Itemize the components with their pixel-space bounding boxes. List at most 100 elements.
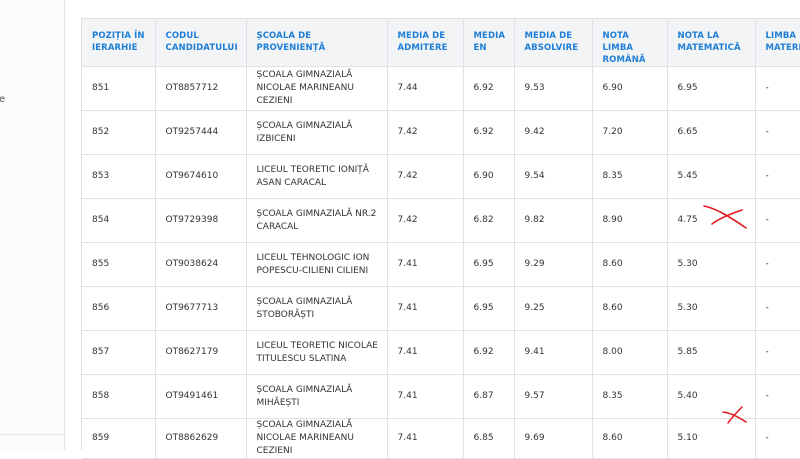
cell-school: LICEUL TEHNOLOGIC ION POPESCU-CILIENI CI… <box>246 242 388 287</box>
cell-admission-average: 7.41 <box>387 242 464 287</box>
sidebar-text-fragment: e <box>0 94 6 105</box>
cell-candidate-code: OT8857712 <box>155 66 247 111</box>
cell-school: ȘCOALA GIMNAZIALĂ MIHĂEȘTI <box>246 374 388 419</box>
cell-mother-tongue: - <box>755 330 800 375</box>
cell-graduation-average: 9.29 <box>514 242 593 287</box>
cell-position: 855 <box>82 242 156 287</box>
header-romanian-grade[interactable]: Nota limba română <box>592 18 668 67</box>
sidebar-divider <box>0 434 64 435</box>
cell-math-grade: 6.65 <box>667 110 756 155</box>
cell-candidate-code: OT9038624 <box>155 242 247 287</box>
cell-romanian-grade: 8.00 <box>592 330 668 375</box>
cell-romanian-grade: 6.90 <box>592 66 668 111</box>
cell-graduation-average: 9.82 <box>514 198 593 243</box>
header-mother-tongue[interactable]: Limba materna <box>755 18 800 67</box>
table-row: 859 OT8862629 ȘCOALA GIMNAZIALĂ NICOLAE … <box>82 418 800 459</box>
cell-en-average: 6.95 <box>463 286 515 331</box>
cell-graduation-average: 9.57 <box>514 374 593 419</box>
cell-position: 854 <box>82 198 156 243</box>
cell-mother-tongue: - <box>755 154 800 199</box>
cell-admission-average: 7.42 <box>387 110 464 155</box>
table-row: 857 OT8627179 LICEUL TEORETIC NICOLAE TI… <box>82 330 800 375</box>
results-table-container: Poziția în ierarhie Codul candidatului Ș… <box>81 18 800 459</box>
cell-candidate-code: OT9674610 <box>155 154 247 199</box>
cell-math-grade: 5.85 <box>667 330 756 375</box>
header-school[interactable]: Școala de proveniență <box>246 18 388 67</box>
cell-mother-tongue: - <box>755 418 800 459</box>
cell-candidate-code: OT9677713 <box>155 286 247 331</box>
cell-en-average: 6.90 <box>463 154 515 199</box>
cell-school: ȘCOALA GIMNAZIALĂ STOBORĂȘTI <box>246 286 388 331</box>
cell-math-grade: 5.30 <box>667 242 756 287</box>
cell-position: 856 <box>82 286 156 331</box>
cell-romanian-grade: 8.60 <box>592 418 668 459</box>
cell-position: 852 <box>82 110 156 155</box>
cell-candidate-code: OT9491461 <box>155 374 247 419</box>
cell-admission-average: 7.41 <box>387 286 464 331</box>
cell-admission-average: 7.41 <box>387 330 464 375</box>
cell-school: ȘCOALA GIMNAZIALĂ IZBICENI <box>246 110 388 155</box>
cell-position: 853 <box>82 154 156 199</box>
cell-school: ȘCOALA GIMNAZIALĂ NICOLAE MARINEANU CEZI… <box>246 66 388 111</box>
header-candidate-code[interactable]: Codul candidatului <box>155 18 247 67</box>
cell-mother-tongue: - <box>755 374 800 419</box>
table-row: 856 OT9677713 ȘCOALA GIMNAZIALĂ STOBORĂȘ… <box>82 286 800 331</box>
header-graduation-average[interactable]: Media de absolvire <box>514 18 593 67</box>
cell-math-grade: 4.75 <box>667 198 756 243</box>
cell-math-grade: 5.40 <box>667 374 756 419</box>
cell-admission-average: 7.42 <box>387 198 464 243</box>
cell-admission-average: 7.41 <box>387 418 464 459</box>
cell-position: 858 <box>82 374 156 419</box>
cell-graduation-average: 9.41 <box>514 330 593 375</box>
table-row: 858 OT9491461 ȘCOALA GIMNAZIALĂ MIHĂEȘTI… <box>82 374 800 419</box>
cell-graduation-average: 9.69 <box>514 418 593 459</box>
cell-mother-tongue: - <box>755 286 800 331</box>
cell-position: 857 <box>82 330 156 375</box>
header-en-average[interactable]: Media EN <box>463 18 515 67</box>
cell-school: LICEUL TEORETIC NICOLAE TITULESCU SLATIN… <box>246 330 388 375</box>
cell-math-grade: 5.45 <box>667 154 756 199</box>
cell-en-average: 6.92 <box>463 330 515 375</box>
cell-mother-tongue: - <box>755 110 800 155</box>
cell-en-average: 6.85 <box>463 418 515 459</box>
cell-graduation-average: 9.42 <box>514 110 593 155</box>
cell-candidate-code: OT9729398 <box>155 198 247 243</box>
cell-romanian-grade: 8.35 <box>592 154 668 199</box>
header-math-grade[interactable]: Nota la matematică <box>667 18 756 67</box>
cell-en-average: 6.87 <box>463 374 515 419</box>
cell-en-average: 6.95 <box>463 242 515 287</box>
table-row: 855 OT9038624 LICEUL TEHNOLOGIC ION POPE… <box>82 242 800 287</box>
cell-en-average: 6.82 <box>463 198 515 243</box>
cell-romanian-grade: 7.20 <box>592 110 668 155</box>
cell-admission-average: 7.41 <box>387 374 464 419</box>
cell-graduation-average: 9.25 <box>514 286 593 331</box>
table-row: 851 OT8857712 ȘCOALA GIMNAZIALĂ NICOLAE … <box>82 66 800 111</box>
cell-candidate-code: OT8627179 <box>155 330 247 375</box>
header-admission-average[interactable]: Media de admitere <box>387 18 464 67</box>
cell-romanian-grade: 8.90 <box>592 198 668 243</box>
cell-math-grade: 5.10 <box>667 418 756 459</box>
cell-romanian-grade: 8.60 <box>592 242 668 287</box>
cell-en-average: 6.92 <box>463 110 515 155</box>
cell-admission-average: 7.44 <box>387 66 464 111</box>
table-row: 852 OT9257444 ȘCOALA GIMNAZIALĂ IZBICENI… <box>82 110 800 155</box>
cell-math-grade: 5.30 <box>667 286 756 331</box>
cell-romanian-grade: 8.60 <box>592 286 668 331</box>
left-sidebar: e <box>0 0 65 450</box>
cell-candidate-code: OT9257444 <box>155 110 247 155</box>
cell-mother-tongue: - <box>755 198 800 243</box>
cell-math-grade: 6.95 <box>667 66 756 111</box>
cell-position: 859 <box>82 418 156 459</box>
cell-position: 851 <box>82 66 156 111</box>
cell-graduation-average: 9.54 <box>514 154 593 199</box>
table-header-row: Poziția în ierarhie Codul candidatului Ș… <box>82 18 800 67</box>
cell-graduation-average: 9.53 <box>514 66 593 111</box>
table-row: 853 OT9674610 LICEUL TEORETIC IONIȚĂ ASA… <box>82 154 800 199</box>
cell-candidate-code: OT8862629 <box>155 418 247 459</box>
table-row: 854 OT9729398 ȘCOALA GIMNAZIALĂ NR.2 CAR… <box>82 198 800 243</box>
cell-school: LICEUL TEORETIC IONIȚĂ ASAN CARACAL <box>246 154 388 199</box>
cell-mother-tongue: - <box>755 242 800 287</box>
header-position[interactable]: Poziția în ierarhie <box>82 18 156 67</box>
results-table: Poziția în ierarhie Codul candidatului Ș… <box>82 18 800 459</box>
cell-school: ȘCOALA GIMNAZIALĂ NR.2 CARACAL <box>246 198 388 243</box>
